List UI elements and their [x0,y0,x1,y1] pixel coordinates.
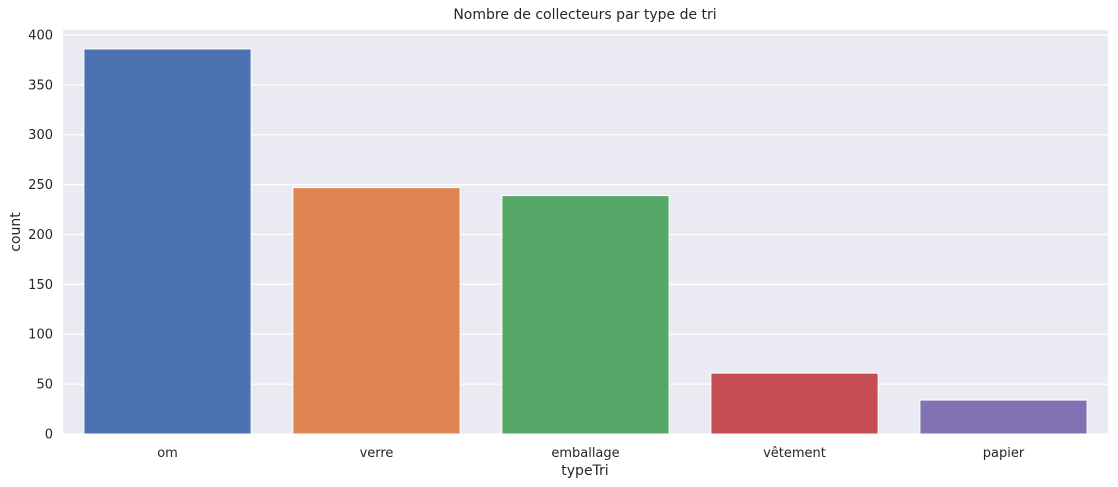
y-tick-label: 100 [28,328,53,343]
y-tick-label: 350 [28,78,53,93]
x-tick-label: om [157,446,178,461]
y-tick-label: 400 [28,28,53,43]
chart-title: Nombre de collecteurs par type de tri [453,7,716,23]
y-tick-label: 200 [28,228,53,243]
bars [83,48,1088,435]
y-tick-labels: 0 50 100 150 200 250 300 350 400 [28,28,53,442]
y-tick-label: 0 [45,428,53,443]
y-tick-label: 250 [28,178,53,193]
y-axis-label: count [8,212,24,252]
x-tick-labels: om verre emballage vêtement papier [157,446,1025,461]
y-tick-label: 50 [36,378,53,393]
bar-vêtement [710,372,879,435]
x-axis-label: typeTri [561,463,608,479]
x-tick-label: verre [360,446,394,461]
bar-verre [292,187,461,435]
bar-om [83,48,252,435]
bar-papier [919,399,1088,435]
bar-emballage [501,195,670,435]
y-tick-label: 150 [28,278,53,293]
x-tick-label: papier [983,446,1025,461]
y-tick-label: 300 [28,128,53,143]
x-tick-label: emballage [551,446,619,461]
x-tick-label: vêtement [763,446,826,461]
